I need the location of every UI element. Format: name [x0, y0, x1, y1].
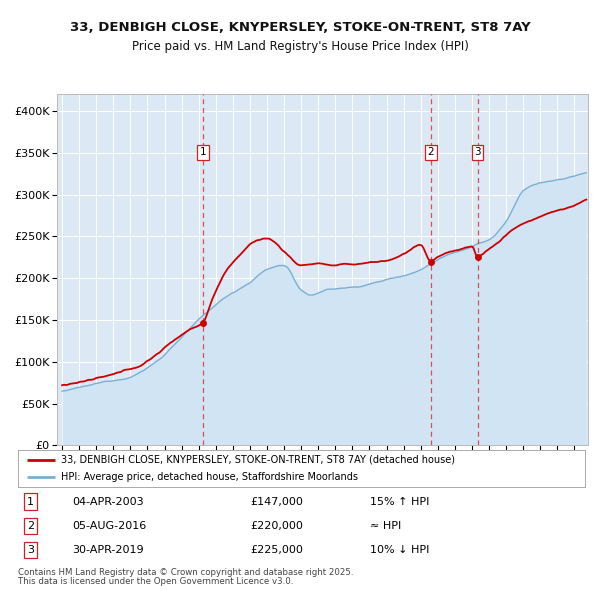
Text: 3: 3 — [474, 148, 481, 158]
Text: 3: 3 — [27, 545, 34, 555]
Text: Contains HM Land Registry data © Crown copyright and database right 2025.: Contains HM Land Registry data © Crown c… — [18, 568, 353, 576]
Text: 1: 1 — [27, 497, 34, 507]
Text: 10% ↓ HPI: 10% ↓ HPI — [370, 545, 429, 555]
Text: 04-APR-2003: 04-APR-2003 — [72, 497, 143, 507]
Text: 15% ↑ HPI: 15% ↑ HPI — [370, 497, 429, 507]
Text: 1: 1 — [200, 148, 206, 158]
Text: 2: 2 — [27, 521, 34, 530]
Text: £225,000: £225,000 — [250, 545, 304, 555]
Text: 05-AUG-2016: 05-AUG-2016 — [72, 521, 146, 530]
Text: HPI: Average price, detached house, Staffordshire Moorlands: HPI: Average price, detached house, Staf… — [61, 472, 358, 482]
Text: ≈ HPI: ≈ HPI — [370, 521, 401, 530]
Text: 33, DENBIGH CLOSE, KNYPERSLEY, STOKE-ON-TRENT, ST8 7AY (detached house): 33, DENBIGH CLOSE, KNYPERSLEY, STOKE-ON-… — [61, 455, 455, 465]
Text: 2: 2 — [428, 148, 434, 158]
Text: £147,000: £147,000 — [250, 497, 304, 507]
Text: 33, DENBIGH CLOSE, KNYPERSLEY, STOKE-ON-TRENT, ST8 7AY: 33, DENBIGH CLOSE, KNYPERSLEY, STOKE-ON-… — [70, 21, 530, 34]
Text: Price paid vs. HM Land Registry's House Price Index (HPI): Price paid vs. HM Land Registry's House … — [131, 40, 469, 53]
Text: £220,000: £220,000 — [250, 521, 304, 530]
Text: This data is licensed under the Open Government Licence v3.0.: This data is licensed under the Open Gov… — [18, 577, 293, 586]
Text: 30-APR-2019: 30-APR-2019 — [72, 545, 143, 555]
